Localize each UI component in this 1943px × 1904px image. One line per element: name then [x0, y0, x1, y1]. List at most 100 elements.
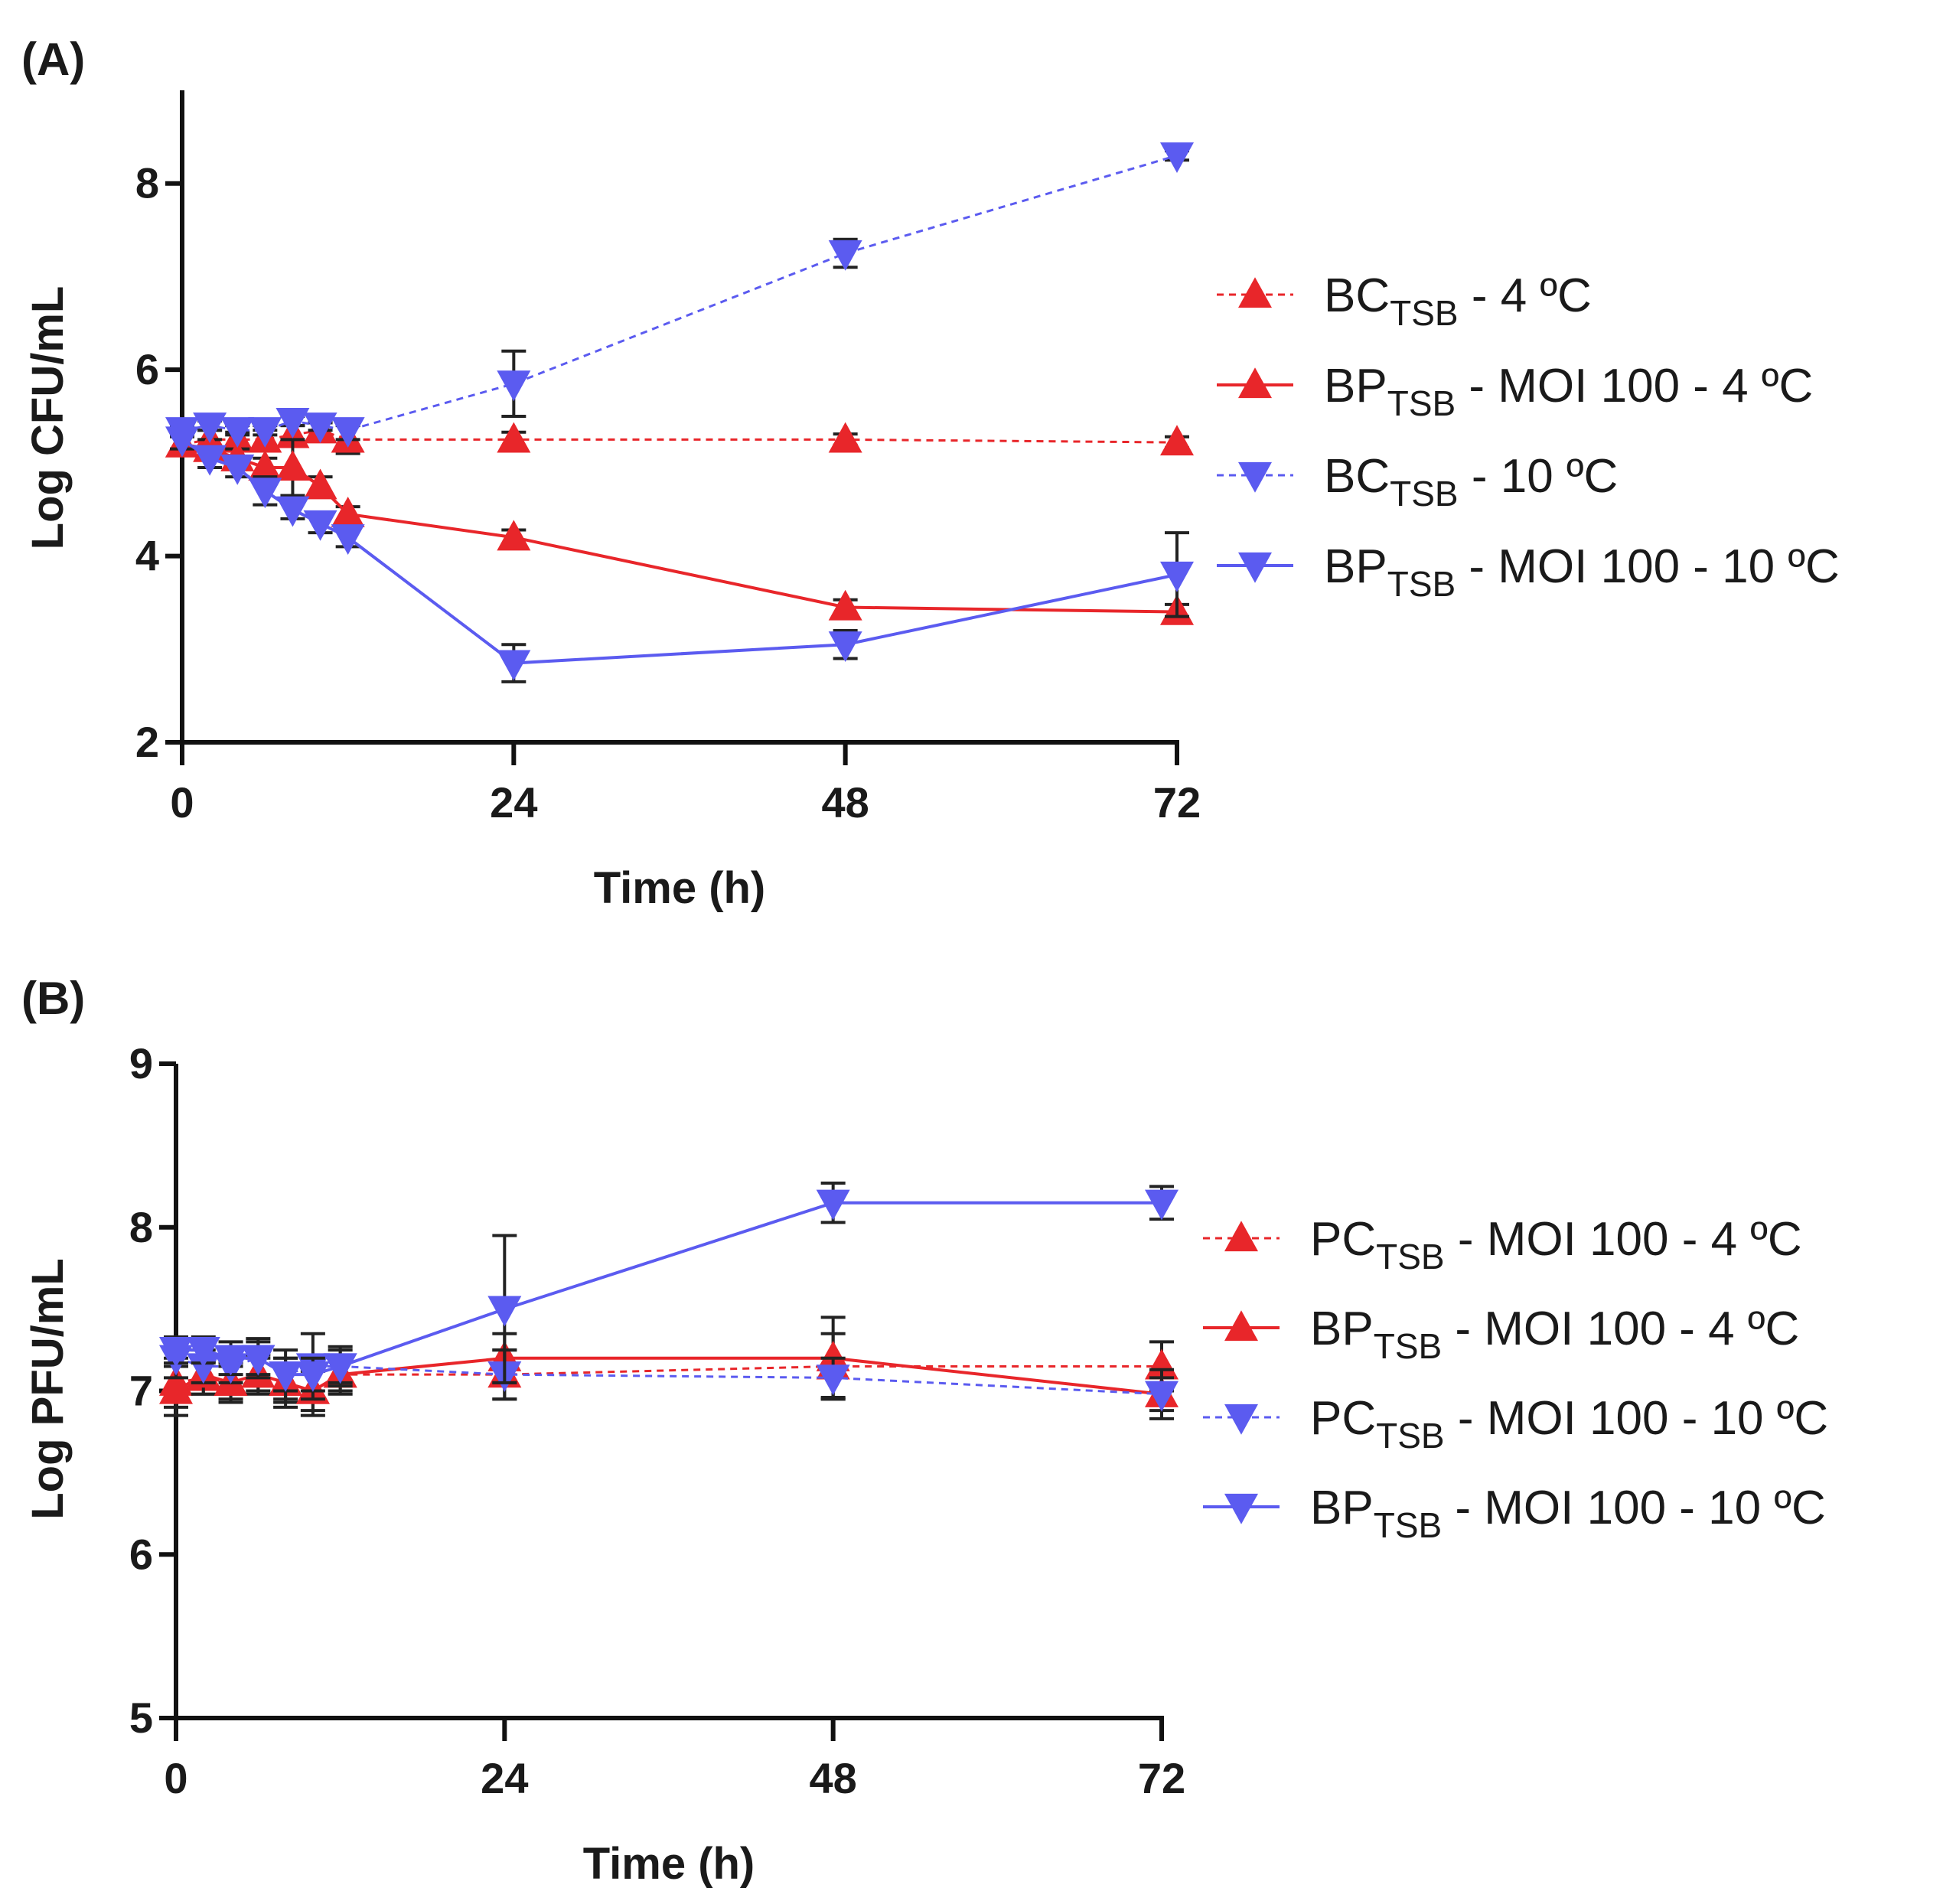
series-line [181, 154, 1178, 432]
data-point [193, 412, 227, 443]
x-tick-label: 24 [481, 1754, 528, 1802]
legend-label-tail: - MOI 100 - 4 ºC [1456, 360, 1813, 412]
legend-entry: BCTSB - 10 ºC [1217, 450, 1618, 513]
y-tick-label: 8 [129, 1203, 153, 1251]
legend-label-subscript: TSB [1387, 564, 1456, 604]
data-point [241, 1345, 275, 1376]
legend-entry: PCTSB - MOI 100 - 4 ºC [1203, 1213, 1802, 1276]
data-point [497, 370, 531, 402]
data-point [303, 468, 337, 500]
legend-label-tail: - 10 ºC [1459, 450, 1619, 503]
legend-label-main: BP [1310, 1302, 1374, 1355]
panel-label: (A) [21, 34, 85, 85]
x-tick-label: 0 [164, 1754, 187, 1802]
legend-marker [1224, 1404, 1258, 1435]
data-point [303, 412, 337, 443]
legend-entry: BPTSB - MOI 100 - 10 ºC [1203, 1482, 1826, 1545]
legend-label: BPTSB - MOI 100 - 4 ºC [1324, 360, 1813, 423]
data-point [1160, 561, 1194, 592]
legend-marker [1224, 1221, 1258, 1252]
series-line [181, 438, 1178, 665]
legend-label-subscript: TSB [1390, 293, 1458, 333]
data-point [220, 454, 255, 485]
data-point [248, 478, 282, 509]
legend-entry: BPTSB - MOI 100 - 10 ºC [1217, 540, 1840, 604]
data-point [1145, 1348, 1179, 1380]
x-tick-label: 72 [1153, 778, 1201, 826]
legend-label-main: BP [1310, 1482, 1374, 1534]
data-point [1160, 425, 1194, 456]
x-tick-label: 24 [490, 778, 537, 826]
legend-label-tail: - MOI 100 - 10 ºC [1456, 540, 1840, 593]
legend-entry: BCTSB - 4 ºC [1217, 269, 1592, 333]
data-point [828, 240, 862, 271]
data-point [828, 589, 862, 621]
legend-label-main: PC [1310, 1213, 1376, 1266]
y-tick-label: 7 [129, 1367, 153, 1415]
y-tick-label: 9 [129, 1039, 153, 1087]
series-line [175, 1357, 1162, 1396]
legend-label-tail: - 4 ºC [1459, 269, 1592, 322]
y-tick-label: 8 [135, 159, 159, 207]
legend-label-subscript: TSB [1387, 383, 1456, 423]
y-tick-label: 6 [135, 345, 159, 393]
legend-entry: BPTSB - MOI 100 - 4 ºC [1203, 1302, 1799, 1366]
y-tick-label: 5 [129, 1694, 153, 1742]
series-line [174, 1356, 1162, 1396]
data-point [193, 445, 227, 476]
legend-marker [1238, 461, 1272, 493]
data-point [165, 426, 199, 458]
legend-label-main: BC [1324, 450, 1390, 503]
data-point [269, 1361, 303, 1392]
data-point [816, 1340, 850, 1371]
series-line [176, 1201, 1162, 1377]
y-tick-label: 4 [135, 532, 159, 580]
data-point [1160, 142, 1194, 173]
data-point [159, 1336, 193, 1368]
series-3 [159, 1182, 1179, 1393]
data-point [816, 1189, 850, 1221]
data-point [323, 1353, 357, 1384]
legend-label: PCTSB - MOI 100 - 10 ºC [1310, 1392, 1828, 1456]
data-point [295, 1361, 330, 1392]
data-point [1145, 1381, 1179, 1412]
data-point [828, 422, 862, 453]
x-tick-label: 48 [822, 778, 869, 826]
legend-entry: PCTSB - MOI 100 - 10 ºC [1203, 1392, 1828, 1456]
legend-label-subscript: TSB [1390, 474, 1458, 513]
legend-label-tail: - MOI 100 - 4 ºC [1442, 1302, 1799, 1355]
data-point [497, 520, 531, 551]
data-point [248, 417, 282, 448]
legend-label: BPTSB - MOI 100 - 10 ºC [1324, 540, 1840, 604]
legend-label: PCTSB - MOI 100 - 4 ºC [1310, 1213, 1802, 1276]
x-tick-label: 72 [1138, 1754, 1185, 1802]
legend-label-subscript: TSB [1374, 1505, 1442, 1545]
data-point [331, 524, 365, 556]
legend-label-tail: - MOI 100 - 10 ºC [1442, 1482, 1826, 1534]
data-point [186, 1353, 220, 1384]
data-point [497, 422, 531, 453]
legend-label-subscript: TSB [1376, 1416, 1444, 1456]
data-point [275, 407, 310, 439]
legend-label-main: BC [1324, 269, 1390, 322]
legend-label-tail: - MOI 100 - 10 ºC [1445, 1392, 1829, 1445]
legend-marker [1238, 552, 1272, 583]
y-axis-title: Log PFU/mL [23, 1258, 73, 1520]
legend-label-subscript: TSB [1376, 1237, 1444, 1276]
data-point [1145, 1189, 1179, 1221]
series-line [181, 429, 1178, 445]
data-point [214, 1345, 248, 1376]
data-point [159, 1373, 193, 1404]
legend-label-main: BP [1324, 540, 1387, 593]
data-point [248, 450, 282, 481]
x-tick-label: 48 [810, 1754, 857, 1802]
legend-label-subscript: TSB [1374, 1326, 1442, 1366]
data-point [303, 510, 337, 541]
legend-label-tail: - MOI 100 - 4 ºC [1445, 1213, 1802, 1266]
series-2 [165, 142, 1194, 448]
legend-marker [1238, 367, 1272, 399]
data-point [331, 417, 365, 448]
y-axis-title: Log CFU/mL [23, 286, 73, 550]
